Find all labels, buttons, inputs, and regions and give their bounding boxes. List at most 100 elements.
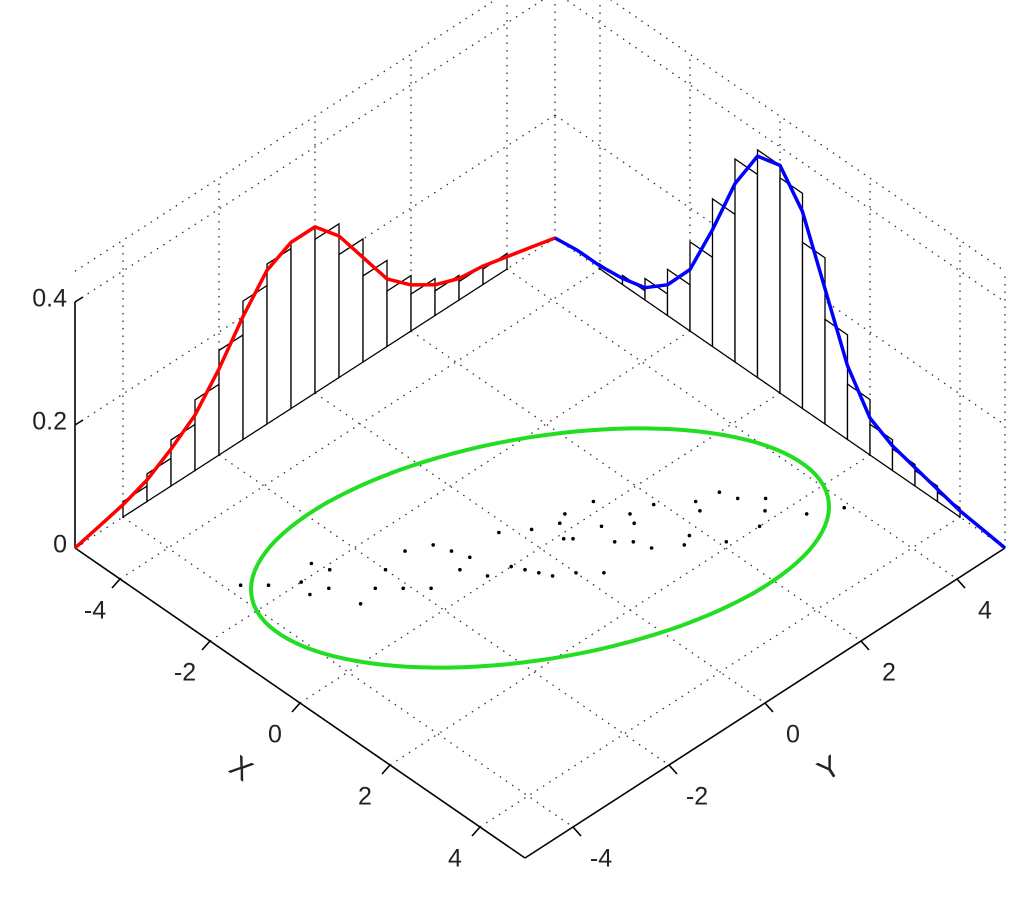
histogram-bar [314, 222, 340, 395]
grid-line [410, 330, 862, 642]
point [571, 536, 575, 541]
histogram-bar [801, 241, 826, 426]
point [458, 567, 462, 572]
grid-line [299, 392, 781, 704]
point [550, 574, 555, 578]
point [238, 583, 243, 587]
point [537, 571, 541, 575]
histogram-bar [482, 252, 508, 286]
point [757, 524, 762, 529]
point [309, 561, 314, 566]
histogram-bar [434, 274, 460, 317]
point [403, 549, 407, 553]
y-tick-label: -2 [686, 783, 708, 811]
point [449, 549, 454, 553]
y-tick [764, 702, 774, 713]
point [563, 512, 567, 516]
histogram-bar [218, 333, 244, 457]
point [561, 536, 566, 541]
point [431, 543, 436, 547]
point [599, 524, 604, 529]
point [529, 527, 534, 532]
histogram-bar [338, 237, 364, 379]
point [591, 499, 596, 504]
density-curve [554, 154, 1007, 550]
histogram-bar [266, 247, 292, 426]
x-axis-label: X [223, 749, 258, 788]
point [682, 543, 687, 547]
x-tick [471, 826, 481, 837]
point [429, 586, 433, 591]
grid-line [610, 0, 1006, 272]
point [687, 533, 692, 538]
histogram-bar [891, 447, 916, 488]
point [574, 571, 578, 575]
point [763, 509, 767, 513]
histogram-bar [936, 491, 961, 519]
z-tick-label: 0 [53, 531, 67, 559]
point [842, 505, 846, 510]
x-tick-label: 0 [268, 721, 282, 749]
histogram-bar [362, 259, 388, 364]
x-tick [201, 640, 211, 651]
histogram-bar [914, 469, 939, 503]
y-tick-label: 0 [786, 721, 800, 749]
z-tick-label: 0.2 [32, 408, 67, 436]
grid-line [554, 114, 1006, 426]
y-tick-label: 4 [978, 597, 992, 625]
point [602, 571, 606, 575]
grid-line [314, 392, 766, 704]
point [724, 540, 729, 544]
x-tick-label: 4 [448, 845, 462, 873]
point [632, 521, 636, 525]
grid-line [74, 0, 497, 272]
grid-line [506, 268, 958, 580]
grid-line [74, 0, 544, 303]
histogram-bar [824, 318, 849, 441]
z-tick-label: 0.4 [32, 285, 67, 313]
z-tick [74, 296, 84, 303]
point [523, 567, 527, 572]
point [693, 499, 698, 504]
histogram-bar [194, 383, 220, 472]
histogram-bar [779, 176, 804, 410]
point [631, 540, 636, 544]
point [383, 567, 388, 572]
y-tick-label: 2 [882, 659, 896, 687]
x-tick [111, 578, 121, 589]
histogram-bar [386, 274, 412, 348]
x-tick-label: 2 [358, 783, 372, 811]
x-tick [381, 764, 391, 775]
point [485, 574, 490, 578]
point [299, 580, 304, 584]
grid-line [218, 454, 670, 766]
y-tick-label: -4 [590, 845, 612, 873]
z-tick [74, 419, 84, 426]
x-tick-label: -4 [84, 597, 106, 625]
point [628, 512, 632, 516]
histogram-bar [290, 225, 316, 410]
point [612, 540, 617, 544]
y-tick [956, 578, 966, 589]
histogram-bar [689, 240, 714, 348]
point [401, 586, 406, 591]
point [651, 502, 656, 507]
point [497, 530, 501, 535]
point [649, 546, 654, 550]
x-tick [291, 702, 301, 713]
point [735, 496, 740, 501]
point [327, 567, 332, 572]
point [763, 496, 768, 501]
point [698, 509, 702, 513]
grid-line [565, 0, 1006, 303]
point [509, 564, 513, 569]
point [358, 602, 363, 606]
grid-line [479, 516, 961, 828]
y-tick [572, 826, 582, 837]
point [373, 586, 378, 591]
grid-line [122, 516, 574, 828]
point [308, 592, 312, 597]
ellipse [248, 426, 832, 670]
histogram-bar [756, 148, 781, 395]
